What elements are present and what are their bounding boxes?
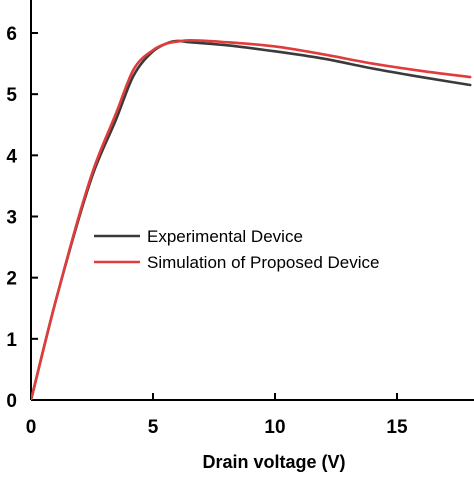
y-tick-label: 1 xyxy=(6,330,17,351)
legend-label-2: Simulation of Proposed Device xyxy=(147,253,379,272)
y-tick-label: 3 xyxy=(6,208,17,229)
series-line-2 xyxy=(31,39,472,400)
y-tick-label: 5 xyxy=(6,85,17,106)
x-tick-label: 15 xyxy=(386,417,408,438)
x-tick-label: 10 xyxy=(264,417,285,438)
series-line-1 xyxy=(31,39,472,400)
legend: Experimental Device Simulation of Propose… xyxy=(94,227,379,272)
x-tick-label: 5 xyxy=(148,417,159,438)
x-tick-label: 0 xyxy=(26,417,37,438)
y-tick-label: 6 xyxy=(6,24,17,45)
y-tick-label: 4 xyxy=(6,146,17,167)
y-tick-label: 2 xyxy=(6,269,17,290)
x-axis-label: Drain voltage (V) xyxy=(202,452,345,472)
legend-label-1: Experimental Device xyxy=(147,227,303,246)
series-lines xyxy=(31,39,472,400)
y-tick-label: 0 xyxy=(6,391,17,412)
axes: 0 1 2 3 4 5 6 0 5 10 15 xyxy=(6,0,474,438)
